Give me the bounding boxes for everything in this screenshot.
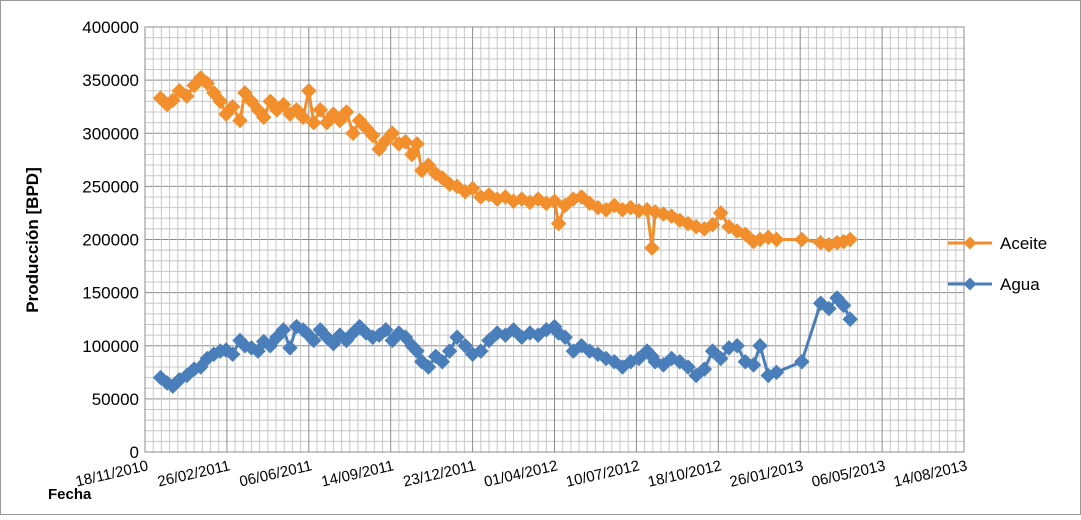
data-point (295, 321, 311, 338)
data-point (305, 332, 322, 349)
grid (144, 26, 965, 453)
x-axis-label: Fecha (48, 486, 92, 503)
data-point (224, 346, 241, 363)
data-point (232, 112, 248, 129)
y-tick-label: 0 (130, 443, 139, 462)
data-point (199, 75, 216, 92)
data-point (397, 133, 414, 150)
data-point (420, 157, 437, 173)
data-point (212, 93, 229, 110)
data-point (338, 104, 355, 120)
data-point (224, 98, 241, 115)
data-point (737, 353, 754, 370)
data-point (364, 127, 381, 144)
legend-swatch-marker (963, 277, 977, 291)
data-point (793, 353, 810, 370)
data-point (835, 297, 852, 314)
data-point (275, 321, 292, 338)
data-point (409, 343, 425, 359)
y-tick-label: 150000 (82, 284, 139, 303)
data-point (275, 96, 292, 113)
data-point (464, 180, 481, 197)
y-tick-label: 100000 (82, 337, 139, 356)
y-axis-label: Producción [BPD] (23, 167, 42, 312)
plot-border (144, 26, 965, 453)
data-point (729, 337, 745, 354)
data-point (178, 88, 195, 104)
y-tick-label: 350000 (82, 71, 139, 90)
data-point (631, 350, 647, 367)
data-point (384, 125, 401, 142)
y-tick-label: 250000 (82, 177, 139, 196)
data-point (457, 337, 474, 354)
data-point (752, 337, 768, 354)
data-point (312, 102, 329, 118)
legend-swatch-marker (963, 236, 977, 250)
data-point (300, 82, 317, 99)
data-point (255, 109, 272, 126)
data-point (704, 343, 721, 359)
data-point (305, 114, 322, 131)
y-tick-label: 50000 (92, 390, 139, 409)
data-point (377, 321, 394, 338)
data-point (644, 240, 660, 256)
data-point (647, 353, 664, 370)
data-point (295, 109, 311, 126)
data-point (505, 321, 522, 338)
data-point (404, 146, 420, 163)
data-point (680, 359, 696, 375)
y-tick-label: 300000 (82, 124, 139, 143)
legend-label: Aceite (1000, 234, 1047, 253)
data-point (409, 136, 425, 152)
data-point (606, 353, 623, 370)
data-point (842, 311, 859, 328)
data-point (737, 226, 754, 243)
data-point (413, 353, 430, 370)
data-point (472, 343, 489, 359)
data-point (420, 359, 437, 375)
data-point (842, 231, 859, 248)
data-point (581, 343, 598, 359)
legend-label: Agua (1000, 275, 1040, 294)
data-point (550, 215, 567, 232)
y-tick-label: 400000 (82, 18, 139, 37)
data-point (449, 329, 465, 346)
data-point (793, 231, 810, 248)
series-aceite (152, 70, 859, 256)
data-point (696, 361, 713, 377)
data-point (481, 332, 497, 349)
data-point (704, 216, 721, 233)
data-point (745, 357, 762, 373)
data-point (441, 343, 458, 359)
data-point (282, 340, 298, 356)
series-agua (152, 290, 859, 394)
data-point (821, 300, 837, 317)
data-point (434, 353, 451, 370)
legend: Aceite Agua (948, 234, 1047, 294)
data-point (164, 92, 181, 109)
data-point (768, 231, 785, 248)
data-point (712, 205, 729, 221)
data-point (712, 350, 729, 367)
series (152, 70, 859, 394)
data-point (557, 329, 574, 346)
data-point (768, 364, 785, 381)
data-point (345, 125, 361, 142)
y-tick-label: 200000 (82, 231, 139, 250)
data-point (671, 353, 688, 370)
data-point (680, 215, 696, 232)
